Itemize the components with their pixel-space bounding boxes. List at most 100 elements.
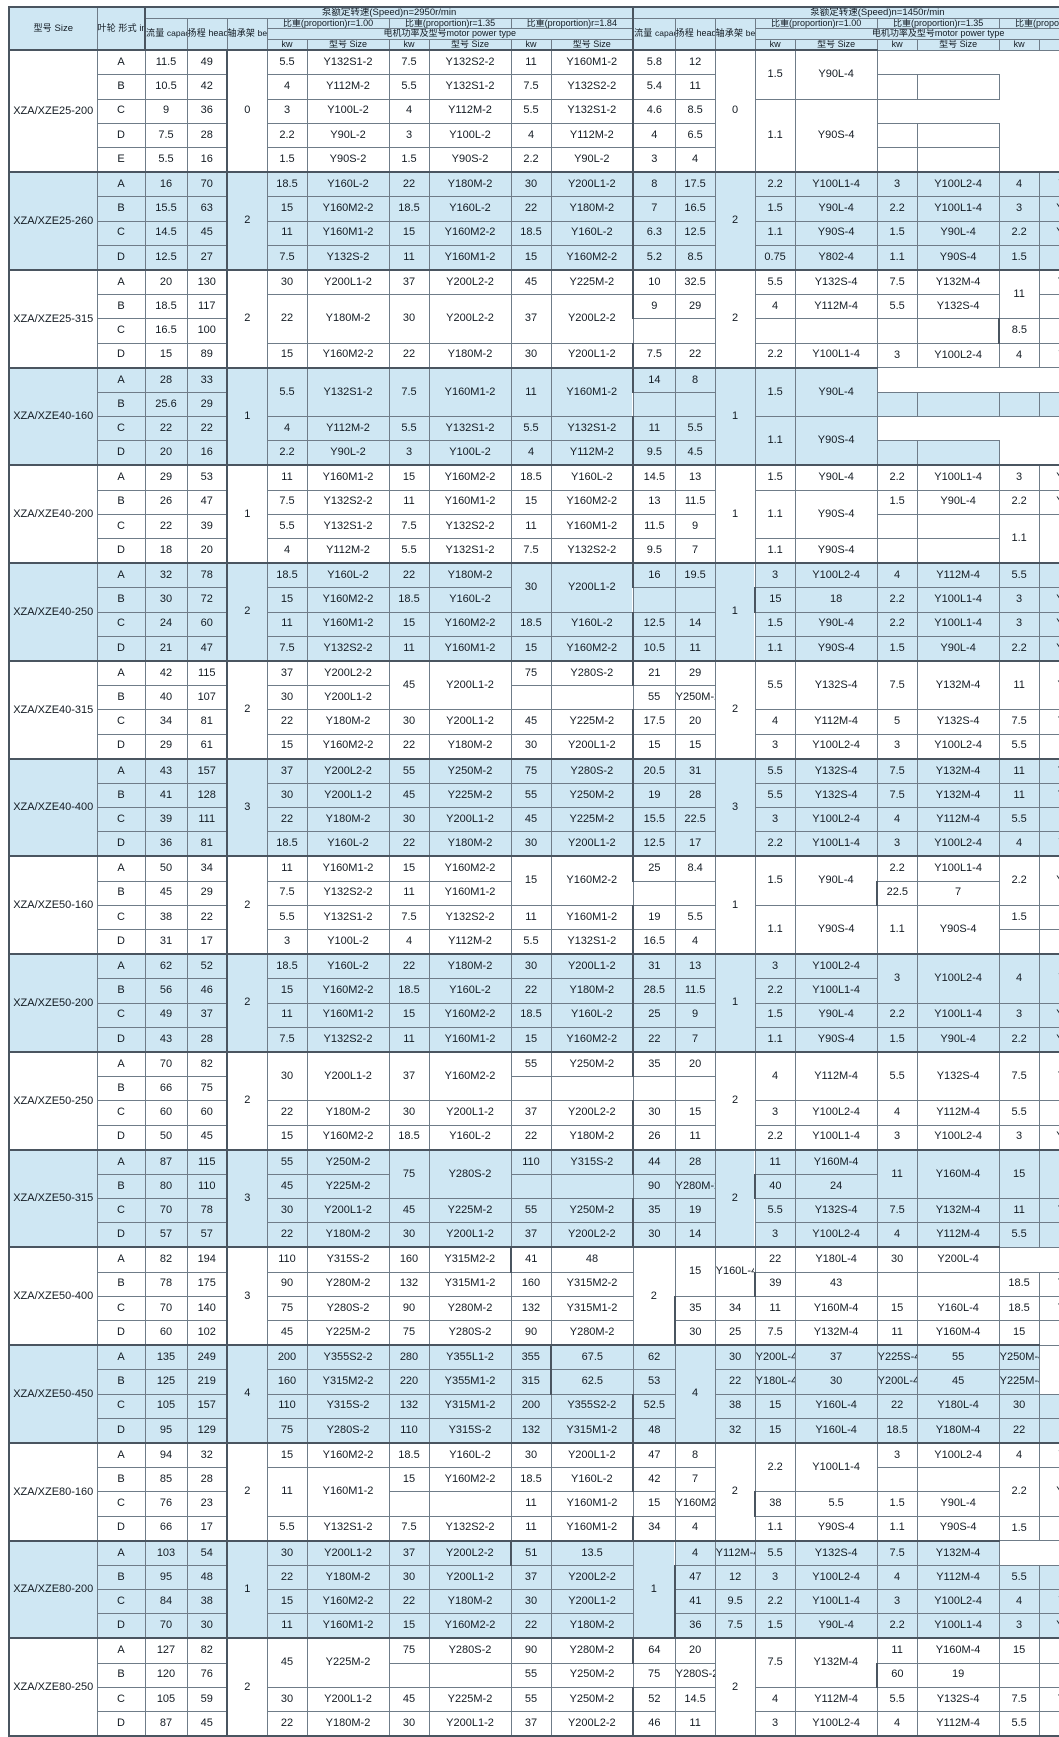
motor-kw-cell-right: 3 [876,342,918,369]
motor-kw-cell-right: 3 [998,611,1040,637]
table-row: D 66 17 5.5 Y132S1-2 7.5 Y132S2-2 11 Y160M1-2 34 4… [9,1515,1059,1542]
impeller-code-cell: D [96,929,146,955]
motor-model-cell-right: Y112M-4 [916,1564,1000,1591]
bearing-race-cell-right: 2 [714,1148,756,1248]
head-cell-left: 45 [186,1711,228,1737]
motor-kw-cell-right: 1.5 [876,220,918,246]
table-row: D 50 45 15 Y160M2-2 18.5 Y160L-2 22 Y180M-2 26 11 2… [9,1124,1059,1151]
capacity-cell-left: 16.5 [144,318,188,344]
motor-model-cell-right: Y160L-4 [1038,1637,1059,1664]
table-row: B 56 46 15 Y160M2-2 18.5 Y160L-2 22 Y180M-2 28.5 1… [9,978,1059,1004]
motor-kw-cell-left: 90 [510,1320,552,1346]
capacity-cell-right: 67.5 [549,1344,634,1371]
motor-model-cell-left: Y112M-2 [306,74,390,100]
motor-model-cell-left: Y200L1-2 [306,1539,390,1566]
table-row: C 22 22 4 Y112M-2 5.5 Y132S1-2 5.5 Y132S1-2 11 5.5… [9,416,1059,466]
motor-kw-cell-right: 11 [998,782,1040,809]
motor-kw-cell-left: 37 [510,1564,552,1591]
header-head-right: 扬程 head H m [674,17,716,51]
table-row: D 18 20 4 Y112M-2 5.5 Y132S1-2 7.5 Y132S2-2 9.5 7 1… [9,538,1059,564]
motor-kw-cell-left: 22 [266,294,308,344]
table-row: XZA/XZE25-200 A 11.5 49 0 5.5 Y132S1-2 7.5 Y132S… [8,49,1059,173]
head-cell-left: 28 [186,122,228,149]
motor-kw-cell-right: 3 [998,1613,1040,1639]
motor-model-cell-left: Y132S1-2 [428,74,512,100]
motor-model-cell-right: Y112M-4 [916,1100,1000,1126]
motor-model-cell-left: Y200L1-2 [306,1686,390,1713]
motor-kw-cell-right: 3 [998,1002,1040,1028]
header-proportion-135-right: 比重(proportion)r=1.35 [876,17,1000,30]
motor-kw-cell-right: 3 [754,562,796,589]
capacity-cell-left: 22 [144,416,188,442]
motor-model-cell-right: Y112M-4 [794,1050,878,1102]
motor-model-cell-left: Y200L2-2 [428,1539,512,1566]
capacity-cell-right: 8 [632,171,676,198]
motor-kw-cell-left: 11 [388,244,430,271]
capacity-cell-right: 47 [674,1564,716,1591]
header-proportion-184-right: 比重(proportion)r=1.84 [998,17,1059,30]
motor-model-cell-left: Y200L1-2 [428,807,512,833]
motor-model-cell-left [428,1662,512,1688]
impeller-code-cell: B [96,1271,146,1297]
capacity-cell-left: 45 [144,880,188,906]
head-cell-right: 12.5 [674,220,716,246]
motor-model-cell-left: Y132S2-2 [306,489,390,515]
motor-kw-cell-right: 5.5 [998,1711,1040,1737]
head-cell-left: 117 [186,294,228,320]
capacity-cell-left: 7.5 [144,122,188,149]
table-row: XZA/XZE40-160 A 28 33 1 5.5 Y132S1-2 7.5 Y160M1-… [8,366,1059,466]
head-cell-left: 54 [186,1539,228,1566]
motor-model-cell-left: Y225M-2 [306,1637,390,1688]
motor-kw-cell-left: 30 [266,1686,308,1713]
capacity-cell-left: 25.6 [144,391,188,418]
motor-model-cell-right: Y160M-4 [916,1320,1000,1346]
head-cell-right: 15 [674,733,716,760]
motor-kw-cell-left: 110 [510,1148,552,1175]
capacity-cell-right: 22 [632,1026,676,1053]
motor-model-cell-left: Y315M2-2 [550,1271,634,1297]
capacity-cell-left: 105 [144,1686,188,1713]
motor-model-cell-right: Y90L-4 [916,635,1000,662]
motor-kw-cell-right: 0.75 [754,244,796,271]
capacity-cell-left: 18.5 [144,294,188,320]
motor-kw-cell-left: 5.5 [388,538,430,564]
head-cell-right: 16.5 [674,196,716,222]
motor-kw-cell-left: 37 [266,659,308,687]
head-cell-right: 7 [916,880,1000,906]
motor-kw-cell-left: 7.5 [266,489,308,515]
motor-model-cell-right: Y250M-4 [998,1344,1040,1371]
capacity-cell-right: 42 [632,1467,676,1493]
motor-model-cell-right: Y100L1-4 [916,855,1000,882]
head-cell-left: 75 [186,1076,228,1102]
motor-model-cell-right: Y132M-4 [916,268,1000,296]
motor-kw-cell-left: 11 [266,464,308,491]
table-row: C 49 37 11 Y160M1-2 15 Y160M2-2 18.5 Y160L-2 25 9 1… [9,1002,1059,1028]
capacity-cell-right: 9 [632,294,676,320]
motor-model-cell-left: Y280S-2 [428,1637,512,1664]
motor-model-cell-left: Y160L-2 [428,587,512,613]
head-cell-left: 32 [186,1441,228,1469]
motor-model-cell-right: Y90L-4 [794,464,878,491]
motor-kw-cell-right: 22 [998,1417,1040,1444]
impeller-code-cell: C [96,709,146,735]
head-cell-right: 11 [674,1711,716,1737]
motor-model-cell-left: Y160M2-2 [306,1124,390,1151]
motor-model-cell-right: Y132M-4 [1038,1686,1059,1713]
motor-model-cell-left: Y90S-2 [428,147,512,173]
motor-kw-cell-left: 4 [510,122,552,149]
motor-model-cell-left: Y160M2-2 [428,1050,512,1102]
impeller-code-cell: D [96,1417,146,1444]
motor-model-cell-left: Y160L-2 [306,831,390,857]
impeller-code-cell: B [96,1662,146,1688]
motor-model-cell-left: Y90S-2 [306,147,390,173]
motor-model-cell-left [550,685,634,711]
head-cell-left: 249 [186,1344,228,1371]
motor-kw-cell-right: 3 [754,1564,796,1591]
capacity-cell-left: 30 [144,587,188,613]
motor-kw-cell-left: 15 [266,196,308,222]
head-cell-right: 32 [714,1417,756,1444]
impeller-code-cell: A [96,1246,146,1273]
motor-kw-cell-right: 1.1 [754,635,796,662]
head-cell-right: 5.5 [674,904,716,931]
head-cell-right: 11.5 [674,978,716,1004]
